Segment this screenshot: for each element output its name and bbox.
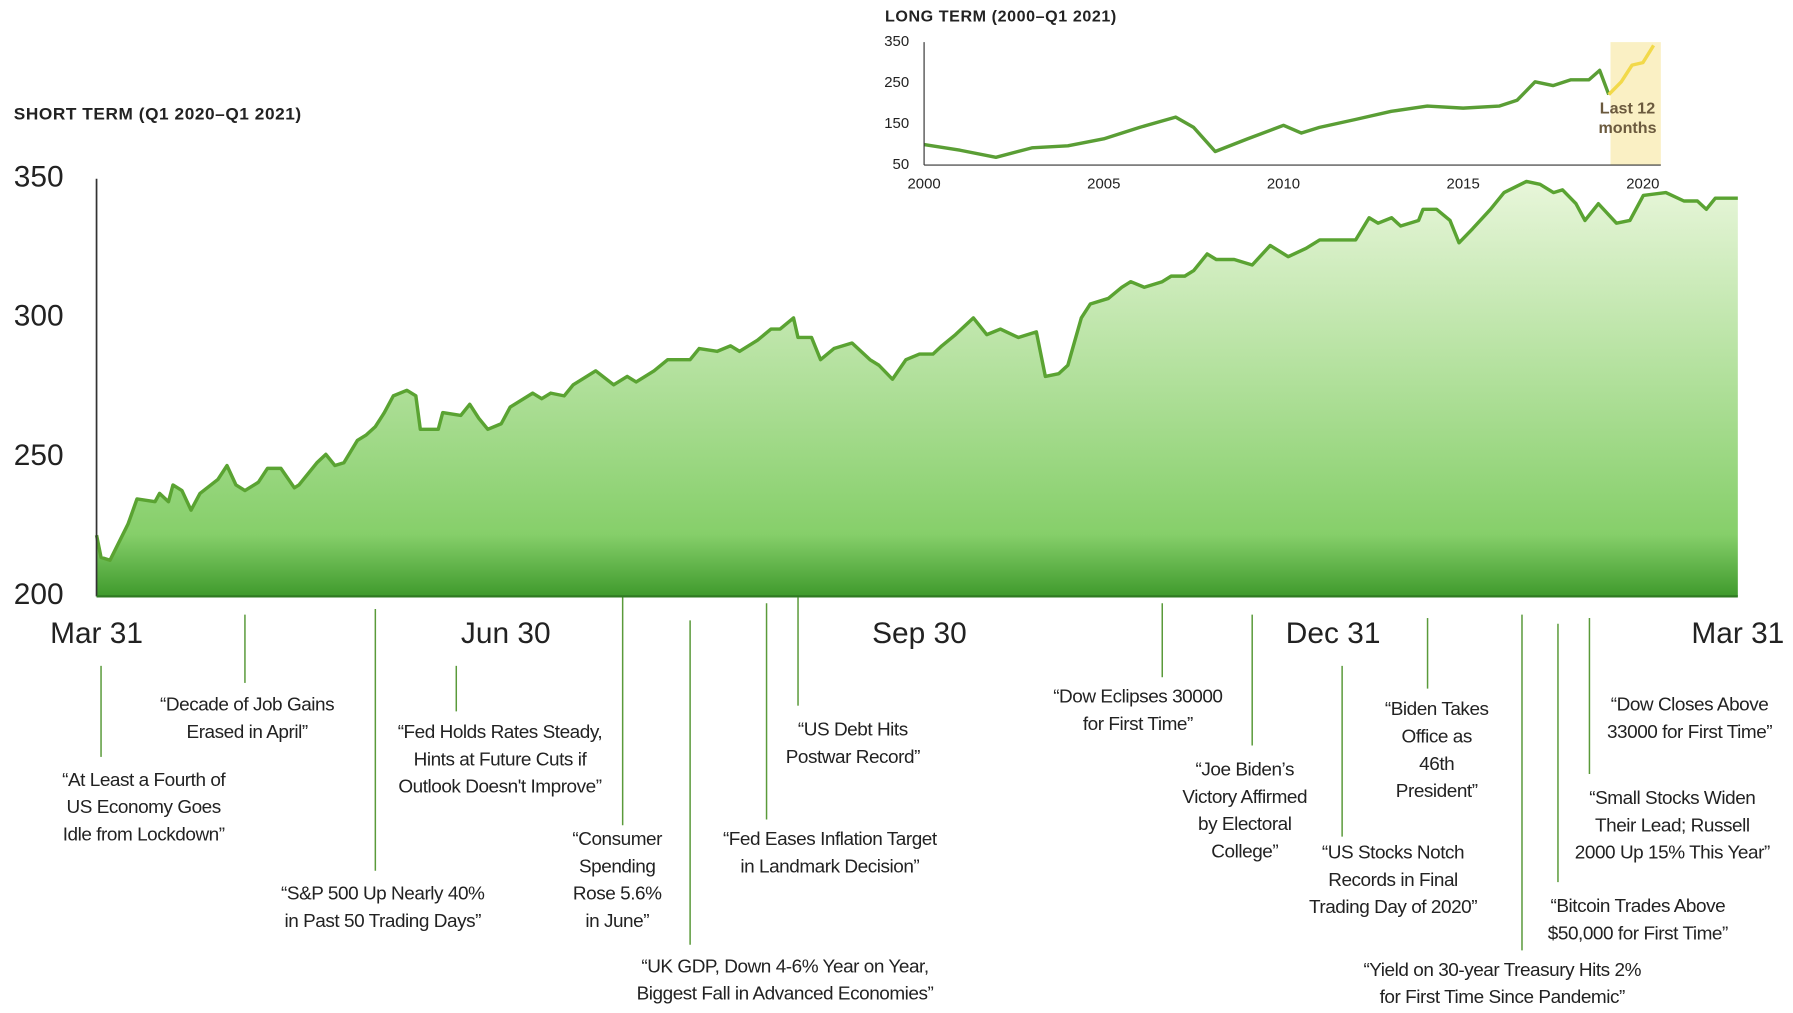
annotation-text: “Biden Takes	[1385, 698, 1489, 719]
annotation-text: Office as	[1402, 726, 1472, 747]
annotation-text: “S&P 500 Up Nearly 40%	[281, 883, 485, 904]
inset-y-tick-label: 250	[884, 75, 909, 91]
annotation-text: in Landmark Decision”	[740, 855, 919, 876]
inset-title: LONG TERM (2000–Q1 2021)	[885, 8, 1117, 25]
inset-x-tick-label: 2020	[1626, 176, 1659, 192]
annotation-text: 46th	[1419, 753, 1454, 774]
annotation-text: “Bitcoin Trades Above	[1550, 895, 1725, 916]
highlight-label: Last 12	[1600, 101, 1656, 118]
annotation-text: “Fed Holds Rates Steady,	[398, 721, 603, 742]
y-tick-label: 250	[14, 439, 64, 472]
annotation-text: “Joe Biden’s	[1196, 759, 1294, 780]
annotation-text: “Dow Closes Above	[1611, 694, 1769, 715]
annotation-text: Idle from Lockdown”	[63, 823, 225, 844]
annotation-text: Postwar Record”	[786, 746, 920, 767]
annotation-text: for First Time”	[1083, 713, 1193, 734]
annotation-text: Hints at Future Cuts if	[414, 748, 588, 769]
annotation-text: “Consumer	[572, 828, 662, 849]
annotation-text: $50,000 for First Time”	[1548, 923, 1728, 944]
annotation-text: Records in Final	[1328, 869, 1458, 890]
inset-x-tick-label: 2010	[1267, 176, 1300, 192]
annotation-text: “US Stocks Notch	[1322, 842, 1464, 863]
inset-line	[1607, 44, 1656, 96]
annotation-text: 33000 for First Time”	[1607, 721, 1772, 742]
inset-line	[923, 68, 1611, 160]
inset-x-tick-label: 2015	[1447, 176, 1480, 192]
annotation-text: 2000 Up 15% This Year”	[1575, 842, 1770, 863]
annotation-text: “Decade of Job Gains	[160, 694, 334, 715]
inset-y-tick-label: 150	[884, 116, 909, 132]
y-tick-label: 200	[14, 578, 64, 611]
annotation-text: “Dow Eclipses 30000	[1053, 686, 1222, 707]
line	[94, 179, 1738, 562]
annotation-text: “Yield on 30-year Treasury Hits 2%	[1363, 959, 1641, 980]
annotation-text: Victory Affirmed	[1182, 786, 1307, 807]
area	[96, 181, 1738, 597]
highlight-label: months	[1598, 120, 1656, 137]
annotation-text: Outlook Doesn't Improve”	[398, 776, 601, 797]
x-tick-label: Sep 30	[872, 617, 967, 650]
annotation-text: “UK GDP, Down 4-6% Year on Year,	[641, 956, 928, 977]
inset-x-tick-label: 2000	[907, 176, 940, 192]
annotation-text: US Economy Goes	[67, 796, 221, 817]
inset-x-tick-label: 2005	[1087, 176, 1120, 192]
inset-y-tick-label: 350	[884, 34, 909, 50]
x-tick-label: Mar 31	[1691, 617, 1784, 650]
annotation-text: “Fed Eases Inflation Target	[723, 828, 938, 849]
y-tick-label: 300	[14, 300, 64, 333]
annotation-text: in Past 50 Trading Days”	[284, 910, 481, 931]
annotation-text: College”	[1211, 841, 1278, 862]
annotation-text: Their Lead; Russell	[1595, 814, 1750, 835]
inset-y-tick-label: 50	[893, 157, 910, 173]
annotation-text: Spending	[579, 855, 655, 876]
x-tick-label: Mar 31	[50, 617, 143, 650]
annotation-text: for First Time Since Pandemic”	[1380, 986, 1625, 1007]
annotation-text: in June”	[585, 910, 649, 931]
x-tick-label: Dec 31	[1286, 617, 1381, 650]
annotation-text: Trading Day of 2020”	[1309, 896, 1477, 917]
chart-title: SHORT TERM (Q1 2020–Q1 2021)	[14, 104, 302, 124]
annotation-text: Erased in April”	[187, 721, 308, 742]
annotation-text: “At Least a Fourth of	[62, 769, 226, 790]
annotation-text: by Electoral	[1198, 813, 1291, 834]
annotation-text: “Small Stocks Widen	[1589, 787, 1755, 808]
y-tick-label: 350	[14, 161, 64, 194]
annotation-text: President”	[1396, 780, 1478, 801]
annotation-text: “US Debt Hits	[798, 719, 908, 740]
x-tick-label: Jun 30	[461, 617, 551, 650]
annotation-text: Biggest Fall in Advanced Economies”	[637, 983, 934, 1004]
annotation-text: Rose 5.6%	[573, 883, 662, 904]
